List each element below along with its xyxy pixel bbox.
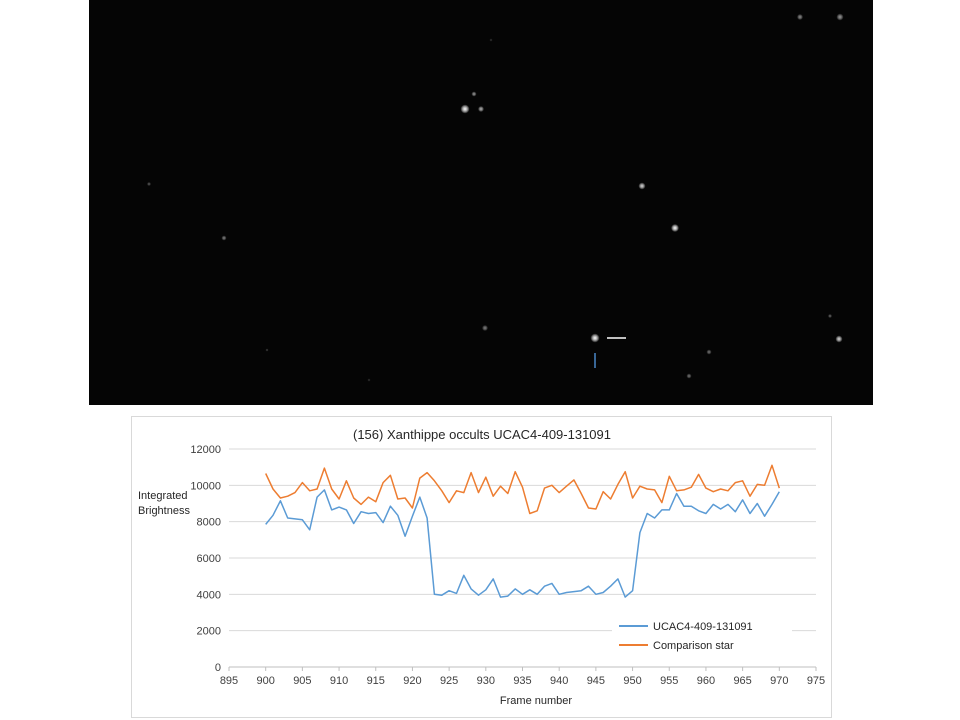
star bbox=[835, 335, 843, 343]
series-line-comparison bbox=[265, 464, 781, 515]
y-tick-label: 0 bbox=[215, 662, 221, 674]
star-field-svg bbox=[89, 0, 873, 405]
x-tick-label: 930 bbox=[477, 675, 495, 687]
x-tick-label: 905 bbox=[293, 675, 311, 687]
x-tick-label: 920 bbox=[403, 675, 421, 687]
gridlines bbox=[228, 448, 817, 671]
y-axis-label-line2: Brightness bbox=[138, 505, 190, 517]
x-tick-label: 910 bbox=[330, 675, 348, 687]
x-tick-label: 945 bbox=[587, 675, 605, 687]
y-tick-label: 4000 bbox=[197, 589, 221, 601]
x-tick-label: 955 bbox=[660, 675, 678, 687]
star bbox=[706, 349, 712, 355]
star bbox=[460, 104, 470, 114]
chart-svg: (156) Xanthippe occults UCAC4-409-131091… bbox=[138, 427, 825, 707]
y-tick-label: 10000 bbox=[190, 480, 221, 492]
x-tick-label: 950 bbox=[623, 675, 641, 687]
x-axis-label: Frame number bbox=[500, 695, 572, 707]
star bbox=[471, 91, 477, 97]
star bbox=[489, 38, 493, 42]
sky-background bbox=[89, 0, 873, 405]
target-star bbox=[590, 333, 600, 343]
y-tick-label: 12000 bbox=[190, 444, 221, 456]
x-tick-label: 925 bbox=[440, 675, 458, 687]
x-tick-label: 970 bbox=[770, 675, 788, 687]
x-tick-label: 900 bbox=[257, 675, 275, 687]
x-tick-label: 960 bbox=[697, 675, 715, 687]
tick-labels: 0 2000 4000 6000 8000 10000 12000 895 900 905 910 9… bbox=[190, 444, 825, 687]
legend-label-comparison: Comparison star bbox=[653, 640, 734, 652]
light-curve-chart: (156) Xanthippe occults UCAC4-409-131091… bbox=[131, 416, 832, 718]
y-tick-label: 2000 bbox=[197, 626, 221, 638]
x-tick-label: 975 bbox=[807, 675, 825, 687]
star bbox=[836, 13, 844, 21]
chart-title: (156) Xanthippe occults UCAC4-409-131091 bbox=[353, 427, 611, 442]
stars bbox=[147, 13, 844, 382]
x-tick-label: 935 bbox=[513, 675, 531, 687]
series-line-ucac4 bbox=[265, 489, 780, 598]
star bbox=[147, 182, 151, 186]
x-tick-label: 965 bbox=[733, 675, 751, 687]
y-tick-label: 8000 bbox=[197, 517, 221, 529]
legend: UCAC4-409-131091 Comparison star bbox=[612, 613, 792, 659]
star bbox=[478, 106, 484, 112]
star bbox=[671, 224, 679, 232]
star bbox=[221, 235, 227, 241]
y-tick-label: 6000 bbox=[197, 553, 221, 565]
star bbox=[828, 314, 832, 318]
star bbox=[686, 373, 692, 379]
star bbox=[797, 14, 803, 20]
star bbox=[367, 378, 371, 382]
legend-background bbox=[612, 613, 792, 659]
x-tick-label: 915 bbox=[367, 675, 385, 687]
star bbox=[265, 348, 269, 352]
legend-label-ucac4: UCAC4-409-131091 bbox=[653, 621, 753, 633]
x-tick-label: 940 bbox=[550, 675, 568, 687]
star bbox=[638, 182, 646, 190]
star bbox=[482, 325, 488, 331]
star-field-image bbox=[89, 0, 873, 405]
y-axis-label-line1: Integrated bbox=[138, 490, 188, 502]
x-tick-label: 895 bbox=[220, 675, 238, 687]
series-lines bbox=[265, 464, 781, 598]
